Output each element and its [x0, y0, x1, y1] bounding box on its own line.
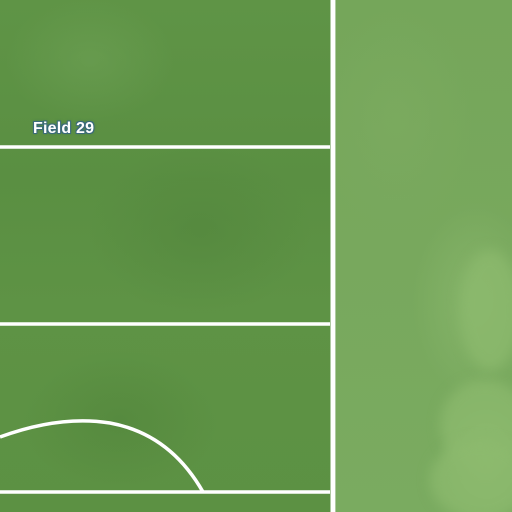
- tree-canopy: [460, 250, 512, 370]
- tree-canopy: [430, 440, 512, 512]
- penalty-arc: [0, 419, 205, 493]
- field-label[interactable]: Field 29: [33, 120, 95, 137]
